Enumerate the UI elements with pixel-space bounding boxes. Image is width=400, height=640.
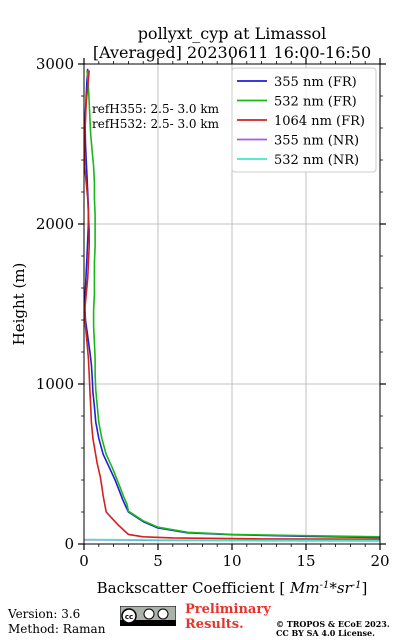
legend-items: 355 nm (FR) 532 nm (FR) 1064 nm (FR) 355 nm… [237, 75, 365, 168]
preliminary-line-2: Results. [185, 617, 244, 632]
preliminary-line-1: Preliminary [185, 602, 271, 617]
version-text: Version: 3.6 [8, 607, 81, 621]
x-tick-label: 0 [79, 552, 89, 570]
x-axis-label-tail: ] [361, 579, 367, 597]
x-tick-label: 15 [296, 552, 315, 570]
annotation-refh355: refH355: 2.5- 3.0 km [92, 102, 220, 116]
x-axis-label: Backscatter Coefficient [ Mm-1*sr-1] [97, 579, 368, 597]
legend-label: 1064 nm (FR) [274, 114, 365, 129]
backscatter-chart: pollyxt_cyp at Limassol [Averaged] 20230… [10, 24, 390, 597]
cc-logo-text: cc [125, 613, 133, 621]
series-line-2 [84, 70, 380, 540]
legend-box [231, 67, 377, 173]
x-tick-label: 20 [370, 552, 389, 570]
legend-label: 355 nm (NR) [274, 134, 359, 149]
y-tick-labels: 0 1000 2000 3000 [36, 55, 74, 553]
y-axis-label: Height (m) [10, 263, 28, 346]
series-line-4 [84, 538, 380, 542]
chart-title: pollyxt_cyp at Limassol [138, 24, 327, 43]
x-tick-label: 5 [153, 552, 163, 570]
sa-icon [157, 608, 169, 620]
x-axis-label-math: Mm [289, 579, 320, 597]
by-icon [143, 608, 155, 620]
series-line-1 [86, 70, 380, 538]
legend-label: 355 nm (FR) [274, 75, 357, 90]
series-layer [84, 68, 380, 542]
y-tick-label: 2000 [36, 215, 74, 233]
copyright-note: © TROPOS & ECoE 2023. CC BY SA 4.0 Licen… [276, 620, 390, 638]
x-tick-label: 10 [222, 552, 241, 570]
copyright-line-2: CC BY SA 4.0 License. [276, 628, 375, 638]
legend-label: 532 nm (NR) [274, 153, 359, 168]
method-text: Method: Raman [8, 622, 106, 636]
x-tick-labels: 0 5 10 15 20 [79, 552, 389, 570]
x-axis-label-math: -1 [352, 580, 362, 591]
axis-ticks [78, 58, 386, 550]
legend-label: 532 nm (FR) [274, 95, 357, 110]
x-axis-label-text: Backscatter Coefficient [ [97, 579, 286, 597]
y-tick-label: 3000 [36, 55, 74, 73]
y-tick-label: 1000 [36, 375, 74, 393]
cc-by-sa-license-logo: cc [120, 606, 176, 626]
annotation-refh532: refH532: 2.5- 3.0 km [92, 117, 220, 131]
cc-icon [121, 608, 137, 624]
copyright-line-1: © TROPOS & ECoE 2023. [276, 619, 390, 629]
x-axis-label-math: *sr [329, 579, 352, 597]
preliminary-results-note: Preliminary Results. [185, 602, 271, 632]
x-axis-label-math: -1 [320, 580, 330, 591]
legend: 355 nm (FR) 532 nm (FR) 1064 nm (FR) 355 nm… [231, 67, 377, 173]
y-tick-label: 0 [64, 535, 74, 553]
chart-subtitle: [Averaged] 20230611 16:00-16:50 [93, 43, 371, 62]
